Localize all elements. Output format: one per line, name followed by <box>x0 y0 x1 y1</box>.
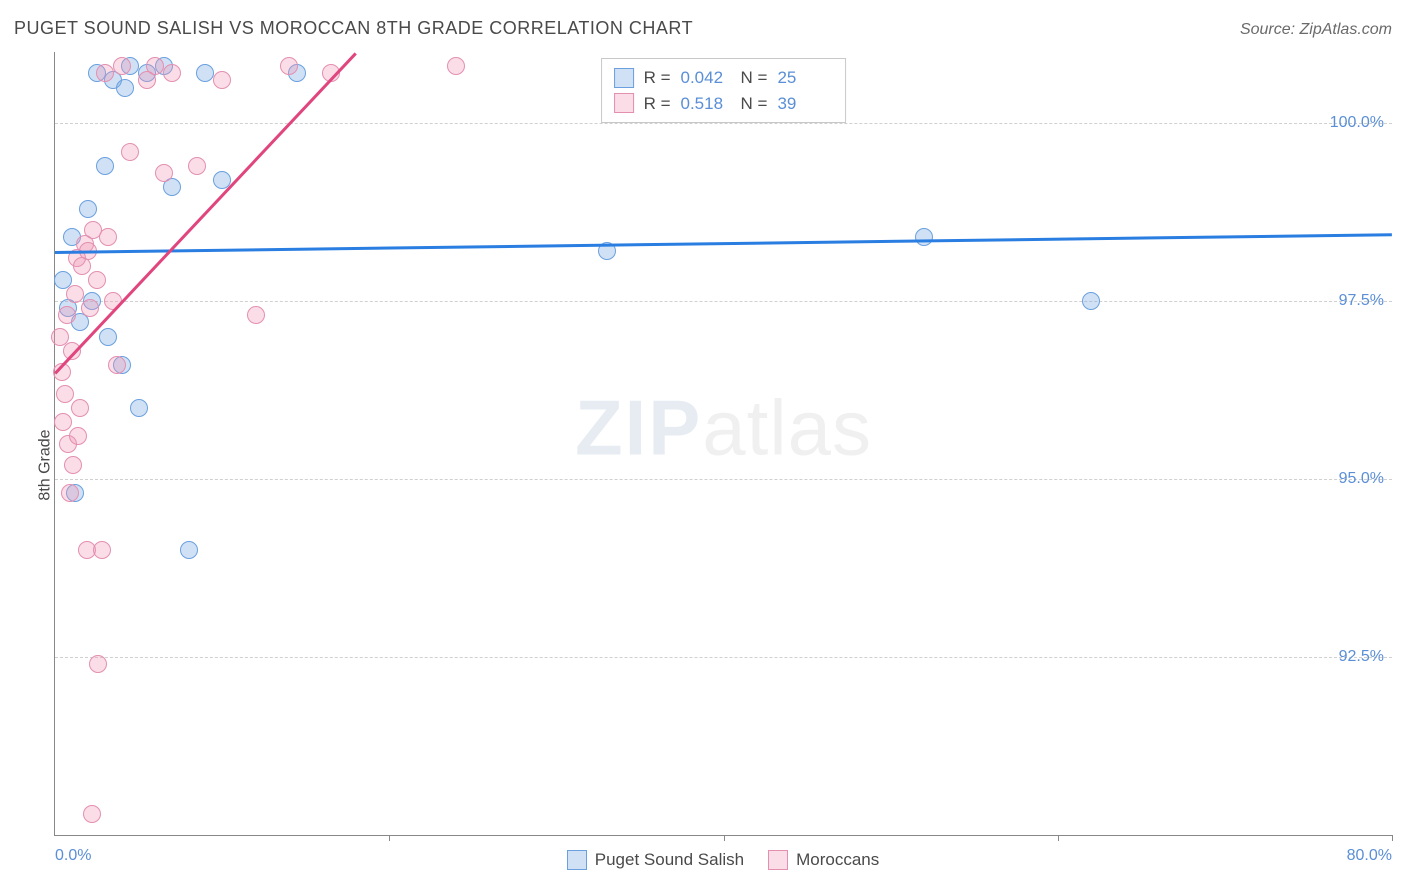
stats-row: R = 0.518 N = 39 <box>614 91 828 117</box>
scatter-point <box>155 164 173 182</box>
watermark-zip: ZIP <box>575 383 702 471</box>
scatter-point <box>915 228 933 246</box>
scatter-point <box>280 57 298 75</box>
x-tick <box>724 835 725 841</box>
scatter-point <box>188 157 206 175</box>
scatter-point <box>163 64 181 82</box>
y-tick-label: 100.0% <box>1330 114 1384 132</box>
watermark-atlas: atlas <box>702 383 872 471</box>
legend-item: Puget Sound Salish <box>567 850 744 870</box>
scatter-point <box>180 541 198 559</box>
watermark: ZIPatlas <box>575 382 872 473</box>
scatter-point <box>66 285 84 303</box>
scatter-point <box>116 79 134 97</box>
n-value: 25 <box>777 65 827 91</box>
stats-row: R = 0.042 N = 25 <box>614 65 828 91</box>
scatter-point <box>64 456 82 474</box>
scatter-point <box>54 413 72 431</box>
n-value: 39 <box>777 91 827 117</box>
legend-label: Puget Sound Salish <box>595 850 744 870</box>
scatter-point <box>247 306 265 324</box>
chart-source: Source: ZipAtlas.com <box>1240 21 1392 39</box>
gridline <box>55 479 1392 480</box>
scatter-point <box>1082 292 1100 310</box>
chart-title: PUGET SOUND SALISH VS MOROCCAN 8TH GRADE… <box>14 18 693 39</box>
legend-label: Moroccans <box>796 850 879 870</box>
n-label: N = <box>741 65 768 91</box>
scatter-point <box>146 57 164 75</box>
scatter-point <box>81 299 99 317</box>
scatter-point <box>96 64 114 82</box>
y-tick-label: 97.5% <box>1339 292 1384 310</box>
gridline <box>55 657 1392 658</box>
scatter-point <box>83 805 101 823</box>
r-value: 0.042 <box>681 65 731 91</box>
scatter-point <box>99 328 117 346</box>
scatter-point <box>88 271 106 289</box>
n-label: N = <box>741 91 768 117</box>
gridline <box>55 301 1392 302</box>
r-value: 0.518 <box>681 91 731 117</box>
x-tick <box>389 835 390 841</box>
swatch-series-b-icon <box>768 850 788 870</box>
swatch-series-a-icon <box>614 68 634 88</box>
swatch-series-b-icon <box>614 93 634 113</box>
r-label: R = <box>644 65 671 91</box>
scatter-point <box>79 200 97 218</box>
scatter-point <box>93 541 111 559</box>
gridline <box>55 123 1392 124</box>
scatter-point <box>58 306 76 324</box>
x-tick <box>1392 835 1393 841</box>
scatter-point <box>108 356 126 374</box>
r-label: R = <box>644 91 671 117</box>
stats-legend-box: R = 0.042 N = 25 R = 0.518 N = 39 <box>601 58 847 123</box>
legend-item: Moroccans <box>768 850 879 870</box>
swatch-series-a-icon <box>567 850 587 870</box>
scatter-point <box>89 655 107 673</box>
scatter-point <box>130 399 148 417</box>
scatter-point <box>196 64 214 82</box>
scatter-point <box>121 143 139 161</box>
scatter-point <box>56 385 74 403</box>
bottom-legend: Puget Sound Salish Moroccans <box>54 842 1392 878</box>
scatter-point <box>71 399 89 417</box>
x-tick <box>1058 835 1059 841</box>
chart-container: 8th Grade ZIPatlas R = 0.042 N = 25 R = … <box>14 52 1392 878</box>
trend-line <box>54 52 357 374</box>
y-tick-label: 92.5% <box>1339 648 1384 666</box>
scatter-point <box>213 71 231 89</box>
y-tick-label: 95.0% <box>1339 470 1384 488</box>
scatter-point <box>99 228 117 246</box>
scatter-point <box>69 427 87 445</box>
chart-header: PUGET SOUND SALISH VS MOROCCAN 8TH GRADE… <box>14 18 1392 39</box>
y-axis-label: 8th Grade <box>37 429 55 500</box>
trend-line <box>55 234 1392 254</box>
plot-area: ZIPatlas R = 0.042 N = 25 R = 0.518 N = … <box>54 52 1392 836</box>
scatter-point <box>96 157 114 175</box>
scatter-point <box>113 57 131 75</box>
scatter-point <box>61 484 79 502</box>
scatter-point <box>447 57 465 75</box>
